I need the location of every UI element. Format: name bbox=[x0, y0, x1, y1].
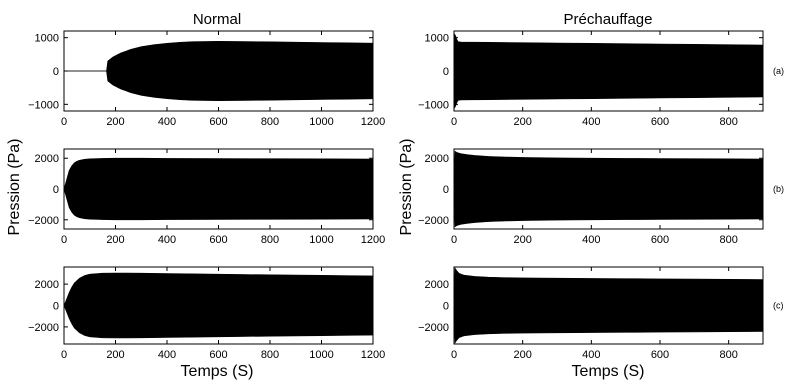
panel-prechauffage-c: 0 200 400 600 800 −2000 0 2000 (c) bbox=[418, 266, 784, 361]
panel-prechauffage-a-ytick-label: 1000 bbox=[425, 33, 449, 45]
panel-prechauffage-b-xtick-label: 600 bbox=[651, 234, 669, 246]
panel-prechauffage-c-xtick-label: 0 bbox=[451, 349, 457, 361]
panel-prechauffage-b-xtick-label: 400 bbox=[582, 234, 600, 246]
panel-prechauffage-b-xtick-label: 200 bbox=[513, 234, 531, 246]
panel-prechauffage-a-ytick-label: −1000 bbox=[418, 99, 449, 111]
panel-normal-a-xtick-label: 600 bbox=[209, 116, 227, 128]
panel-prechauffage-b-ytick-label: 0 bbox=[443, 184, 449, 196]
panel-normal-b-ytick-label: 2000 bbox=[35, 153, 59, 165]
panel-prechauffage-c-xtick-label: 600 bbox=[651, 349, 669, 361]
panel-normal-b-xtick-label: 400 bbox=[158, 234, 176, 246]
panel-prechauffage-c-xtick-label: 200 bbox=[513, 349, 531, 361]
panel-normal-c-xtick-label: 600 bbox=[209, 349, 227, 361]
panel-normal-c: 0 200 400 600 800 1000 1200 −2000 0 2000 bbox=[28, 266, 385, 361]
panel-prechauffage-a-xtick-label: 200 bbox=[513, 116, 531, 128]
panel-normal-a-ytick-label: −1000 bbox=[28, 99, 59, 111]
panel-normal-b-ytick-label: −2000 bbox=[28, 215, 59, 227]
row-label-c: (c) bbox=[773, 301, 784, 311]
panel-normal-c-xtick-label: 800 bbox=[261, 349, 279, 361]
panel-normal-b-ytick-label: 0 bbox=[53, 184, 59, 196]
column-title-normal: Normal bbox=[193, 11, 241, 28]
panel-normal-c-ytick-label: 0 bbox=[53, 301, 59, 313]
panel-normal-a-xtick-label: 1200 bbox=[361, 116, 385, 128]
panel-normal-c-ytick-label: −2000 bbox=[28, 322, 59, 334]
panel-prechauffage-c-ytick-label: 0 bbox=[443, 301, 449, 313]
panel-normal-a-ytick-label: 1000 bbox=[35, 33, 59, 45]
panel-normal-c-xtick-label: 200 bbox=[106, 349, 124, 361]
panel-prechauffage-b-xtick-label: 800 bbox=[719, 234, 737, 246]
panel-normal-b-xtick-label: 600 bbox=[209, 234, 227, 246]
panel-prechauffage-a-xtick-label: 0 bbox=[451, 116, 457, 128]
panel-normal-b-xtick-label: 1200 bbox=[361, 234, 385, 246]
column-title-prechauffage: Préchauffage bbox=[564, 11, 653, 28]
panel-prechauffage-c-ytick-label: −2000 bbox=[418, 322, 449, 334]
panel-prechauffage-c-xtick-label: 400 bbox=[582, 349, 600, 361]
ylabel-right: Pression (Pa) bbox=[398, 139, 415, 236]
panel-normal-b-xtick-label: 800 bbox=[261, 234, 279, 246]
panel-normal-b-xtick-label: 1000 bbox=[309, 234, 333, 246]
panel-normal-c-xtick-label: 400 bbox=[158, 349, 176, 361]
panel-prechauffage-a-xtick-label: 800 bbox=[719, 116, 737, 128]
panel-normal-a-xtick-label: 1000 bbox=[309, 116, 333, 128]
panel-prechauffage-b-ytick-label: −2000 bbox=[418, 215, 449, 227]
panel-normal-c-xtick-label: 1200 bbox=[361, 349, 385, 361]
panel-prechauffage-b-xtick-label: 0 bbox=[451, 234, 457, 246]
xlabel-right: Temps (S) bbox=[572, 363, 645, 380]
ylabel-left: Pression (Pa) bbox=[6, 139, 23, 236]
panel-prechauffage-b-ytick-label: 2000 bbox=[425, 153, 449, 165]
panel-normal-c-ytick-label: 2000 bbox=[35, 279, 59, 291]
xlabel-left: Temps (S) bbox=[181, 363, 254, 380]
panel-normal-a-xtick-label: 200 bbox=[106, 116, 124, 128]
panel-prechauffage-c-ytick-label: 2000 bbox=[425, 279, 449, 291]
panel-prechauffage-c-xtick-label: 800 bbox=[719, 349, 737, 361]
panel-normal-c-xtick-label: 0 bbox=[61, 349, 67, 361]
panel-normal-c-xtick-label: 1000 bbox=[309, 349, 333, 361]
panel-prechauffage-a-xtick-label: 600 bbox=[651, 116, 669, 128]
panel-prechauffage-a-xtick-label: 400 bbox=[582, 116, 600, 128]
row-label-a: (a) bbox=[773, 66, 784, 76]
panel-prechauffage-a-ytick-label: 0 bbox=[443, 66, 449, 78]
panel-normal-b-xtick-label: 0 bbox=[61, 234, 67, 246]
row-label-b: (b) bbox=[773, 184, 784, 194]
panel-normal-a-ytick-label: 0 bbox=[53, 66, 59, 78]
panel-normal-a-xtick-label: 800 bbox=[261, 116, 279, 128]
panel-normal-a-xtick-label: 0 bbox=[61, 116, 67, 128]
panel-normal-a-xtick-label: 400 bbox=[158, 116, 176, 128]
panel-normal-b-xtick-label: 200 bbox=[106, 234, 124, 246]
